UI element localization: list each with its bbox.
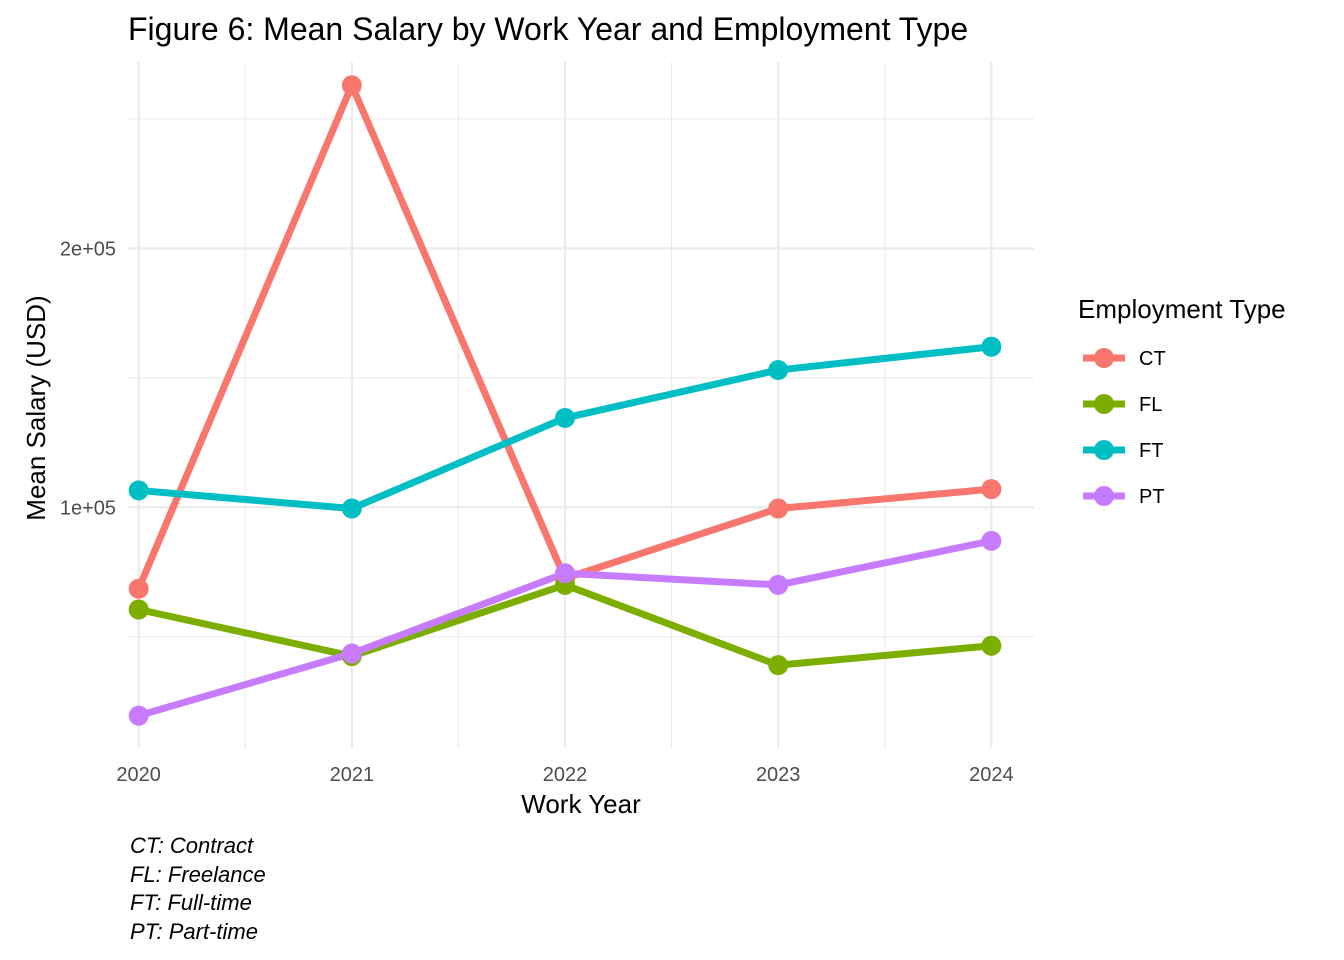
legend: Employment Type CT FL FT PT <box>1078 294 1286 508</box>
data-point-pt <box>341 643 362 664</box>
data-point-ct <box>981 479 1002 500</box>
data-point-ct <box>768 498 789 519</box>
data-point-pt <box>555 563 576 584</box>
legend-key-point <box>1094 394 1114 414</box>
data-point-pt <box>981 530 1002 551</box>
x-axis-ticks: 2020 2021 2022 2023 2024 <box>116 764 1013 786</box>
chart-title: Figure 6: Mean Salary by Work Year and E… <box>128 11 968 47</box>
data-point-ct <box>341 75 362 96</box>
y-tick-label: 2e+05 <box>60 238 116 260</box>
data-point-ft <box>555 407 576 428</box>
x-tick-label: 2023 <box>756 764 801 786</box>
x-tick-label: 2021 <box>330 764 375 786</box>
data-point-fl <box>128 599 149 620</box>
caption-line: PT: Part-time <box>130 919 258 944</box>
data-point-fl <box>768 655 789 676</box>
data-point-ft <box>341 498 362 519</box>
y-tick-label: 1e+05 <box>60 497 116 519</box>
caption: CT: Contract FL: Freelance FT: Full-time… <box>130 833 266 944</box>
x-tick-label: 2022 <box>543 764 588 786</box>
data-point-ft <box>128 480 149 501</box>
caption-line: CT: Contract <box>130 833 254 858</box>
y-axis-title: Mean Salary (USD) <box>21 295 51 520</box>
legend-label: FT <box>1139 440 1163 462</box>
x-tick-label: 2020 <box>116 764 161 786</box>
legend-key-point <box>1094 440 1114 460</box>
data-point-fl <box>981 635 1002 656</box>
legend-title: Employment Type <box>1078 294 1286 324</box>
data-point-pt <box>128 705 149 726</box>
caption-line: FT: Full-time <box>130 890 252 915</box>
legend-label: FL <box>1139 394 1162 416</box>
y-axis-ticks: 1e+05 2e+05 <box>60 238 116 519</box>
legend-label: PT <box>1139 486 1165 508</box>
caption-line: FL: Freelance <box>130 862 266 887</box>
data-point-ct <box>128 578 149 599</box>
data-point-ft <box>981 336 1002 357</box>
x-axis-title: Work Year <box>521 789 641 819</box>
plot-grid <box>128 62 1034 748</box>
data-point-ft <box>768 360 789 381</box>
x-tick-label: 2024 <box>969 764 1014 786</box>
data-point-pt <box>768 574 789 595</box>
legend-key-point <box>1094 348 1114 368</box>
legend-key-point <box>1094 486 1114 506</box>
legend-label: CT <box>1139 348 1166 370</box>
series-points <box>128 75 1002 726</box>
